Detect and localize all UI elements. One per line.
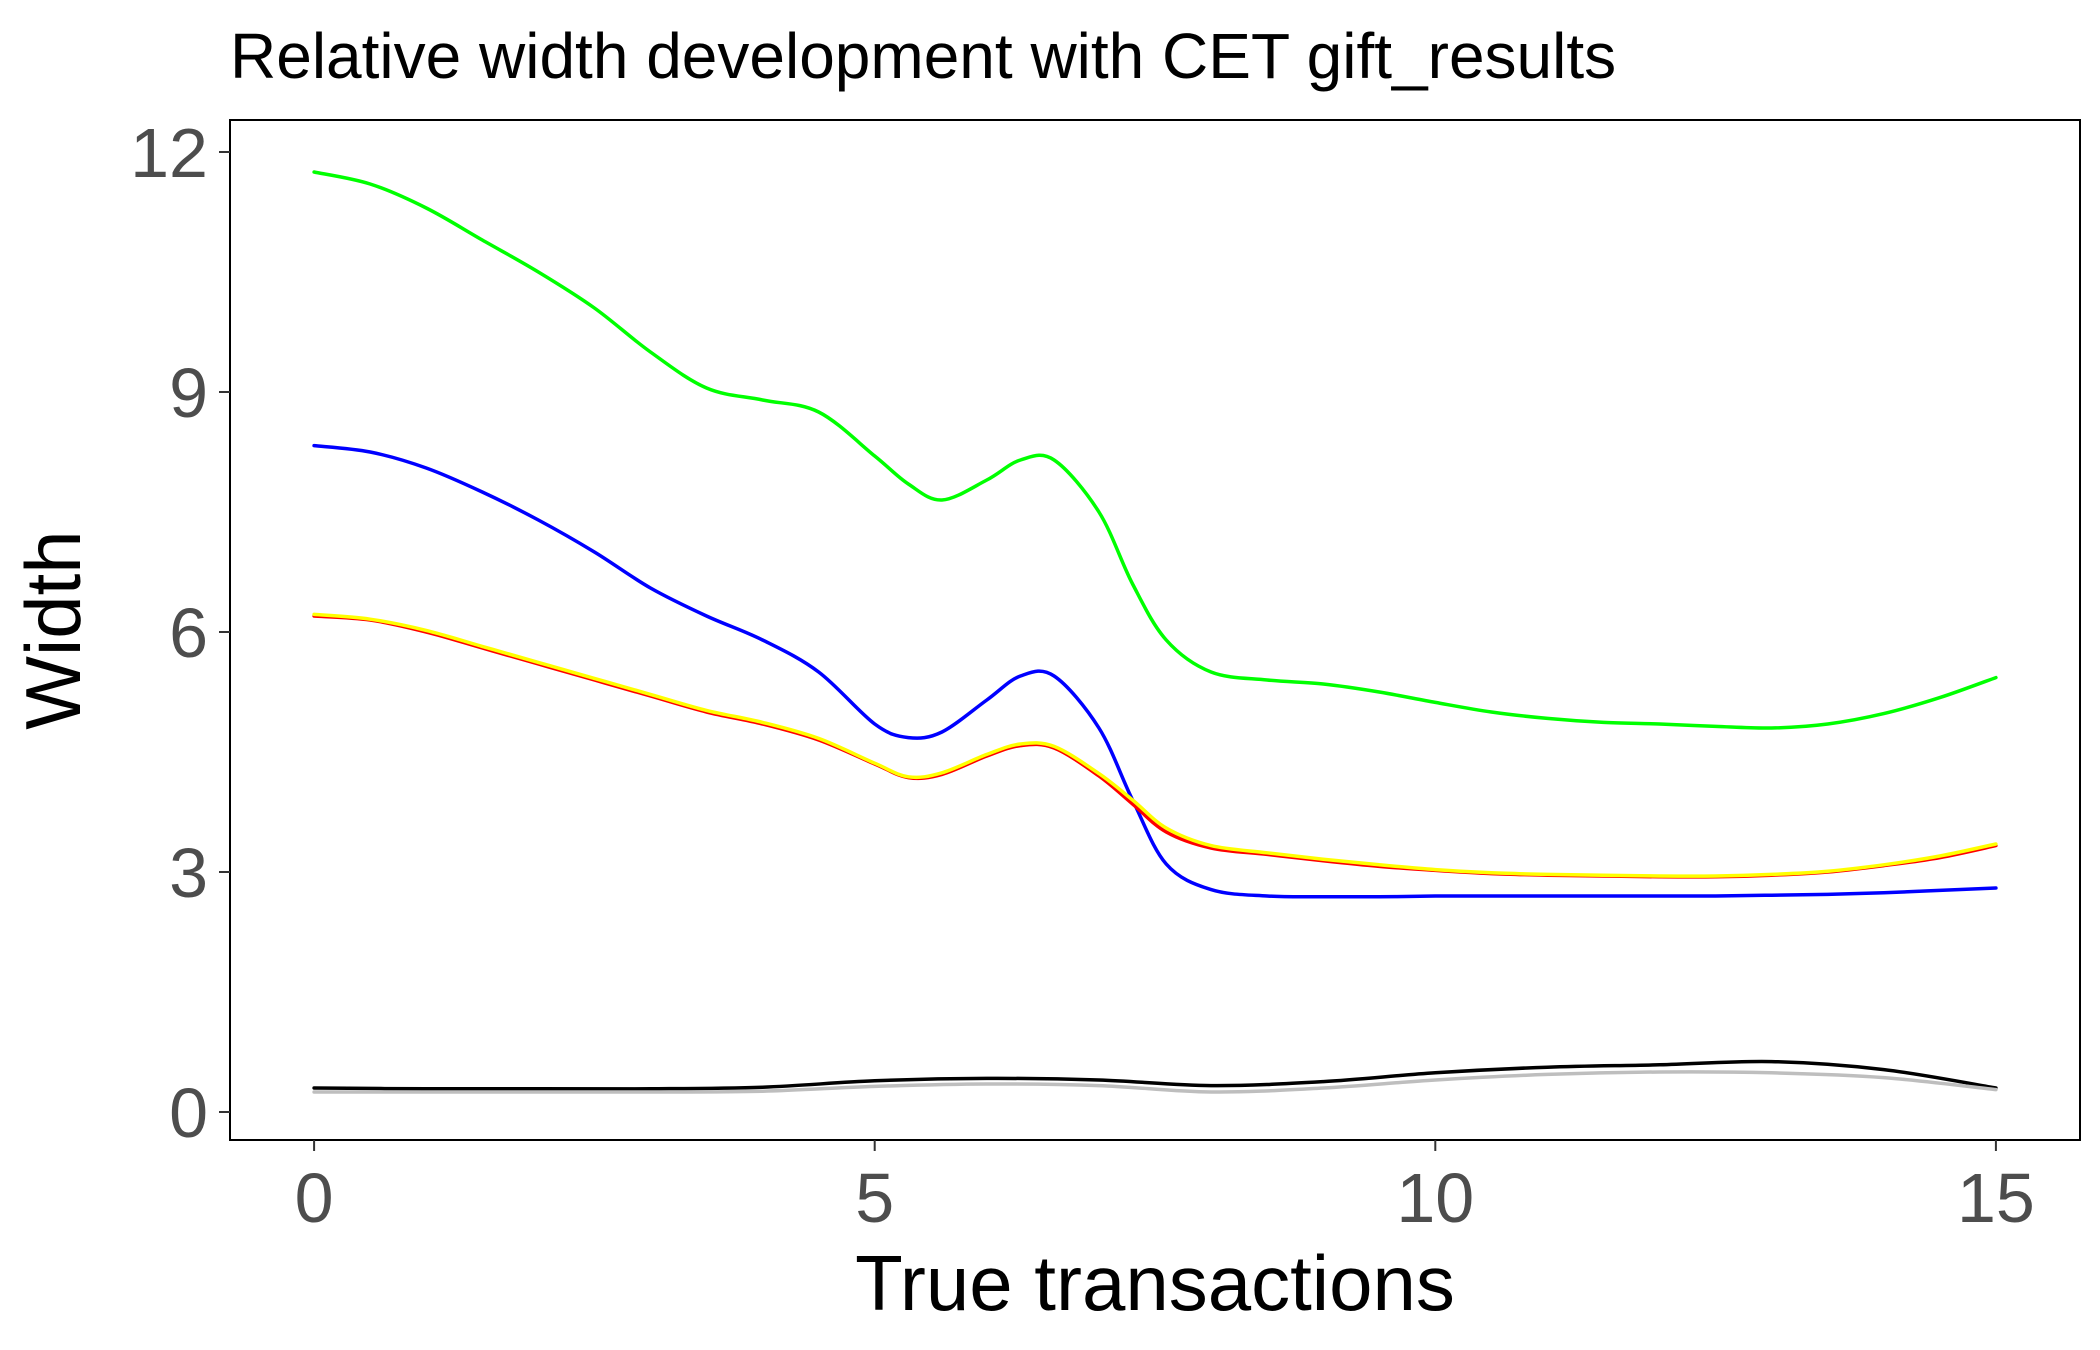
chart-title: Relative width development with CET gift… [230, 20, 1616, 92]
x-axis-title: True transactions [855, 1239, 1455, 1327]
y-tick-label: 12 [130, 114, 208, 192]
series-line-1 [312, 170, 1998, 730]
series-line-6 [312, 1070, 1998, 1094]
x-tick-label: 15 [1957, 1159, 2035, 1237]
series-line-2 [312, 443, 1998, 899]
y-tick-label: 6 [169, 594, 208, 672]
y-tick-label: 0 [169, 1074, 208, 1152]
series-line-5 [312, 1059, 1998, 1091]
plot-panel-border [229, 119, 2081, 1141]
x-tick-label: 5 [855, 1159, 894, 1237]
series-line-3 [312, 614, 1998, 879]
y-axis-title: Width [9, 530, 97, 729]
y-tick-label: 9 [169, 354, 208, 432]
series-layer [312, 170, 1998, 1094]
x-axis: 0 5 10 15 [295, 1140, 2035, 1237]
x-tick-label: 0 [295, 1159, 334, 1237]
y-tick-label: 3 [169, 834, 208, 912]
y-axis: 0 3 6 9 12 [130, 114, 230, 1152]
series-line-4 [312, 612, 1998, 878]
x-tick-label: 10 [1396, 1159, 1474, 1237]
